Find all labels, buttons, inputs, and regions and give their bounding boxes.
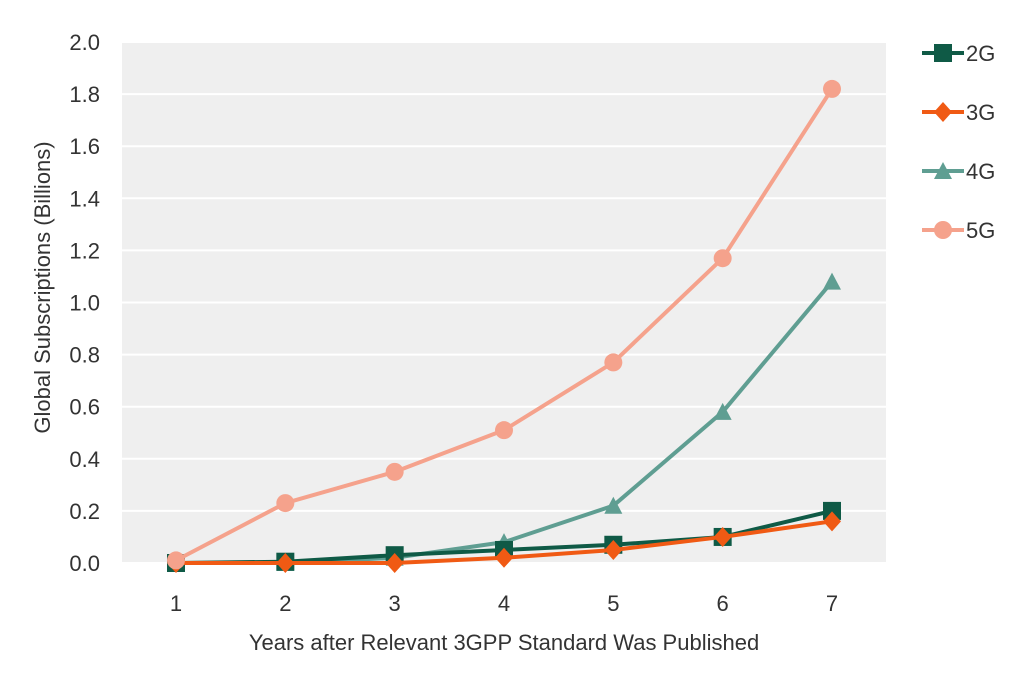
y-tick-label: 1.6	[69, 134, 100, 159]
data-point-2g	[823, 501, 841, 520]
data-point-4g	[604, 496, 623, 514]
legend-item-5g: 5G	[922, 218, 995, 243]
legend-marker	[934, 221, 952, 239]
legend-item-4g: 4G	[922, 159, 995, 184]
x-tick-label: 7	[826, 591, 838, 616]
legend-label: 3G	[966, 100, 995, 125]
x-tick-label: 2	[279, 591, 291, 616]
data-point-5g	[276, 494, 295, 513]
x-tick-label: 5	[607, 591, 619, 616]
y-tick-label: 0.4	[69, 447, 100, 472]
data-point-3g	[276, 553, 295, 573]
x-tick-label: 1	[170, 591, 182, 616]
y-tick-label: 1.2	[69, 238, 100, 263]
gridlines	[122, 41, 886, 564]
data-point-3g	[604, 539, 623, 560]
y-tick-label: 0.0	[69, 551, 100, 576]
data-point-5g	[823, 79, 841, 98]
legend-marker	[934, 44, 952, 62]
data-point-5g	[385, 462, 404, 481]
series-3g	[167, 511, 841, 573]
data-point-3g	[385, 553, 404, 573]
data-point-4g	[713, 402, 732, 420]
x-tick-label: 4	[498, 591, 510, 616]
data-point-3g	[713, 526, 732, 547]
legend-label: 5G	[966, 218, 995, 243]
data-point-4g	[823, 272, 841, 290]
x-axis-title: Years after Relevant 3GPP Standard Was P…	[249, 630, 759, 655]
legend-label: 2G	[966, 41, 995, 66]
legend-label: 4G	[966, 159, 995, 184]
y-tick-label: 1.0	[69, 291, 100, 316]
y-tick-label: 1.8	[69, 82, 100, 107]
data-point-3g	[495, 547, 513, 568]
data-point-5g	[713, 249, 732, 268]
y-tick-label: 1.4	[69, 186, 100, 211]
legend-marker	[934, 102, 952, 122]
x-tick-label: 3	[389, 591, 401, 616]
data-point-5g	[604, 353, 623, 372]
legend: 2G 3G 4G 5G	[922, 41, 995, 243]
x-tick-label: 6	[717, 591, 729, 616]
y-axis-ticks: 0.0 0.2 0.4 0.6 0.8 1.0 1.2 1.4 1.6 1.8 2.0	[69, 30, 100, 576]
y-axis-title: Global Subscriptions (Billions)	[30, 141, 55, 433]
legend-item-3g: 3G	[922, 100, 995, 125]
data-point-5g	[495, 421, 513, 440]
legend-marker	[934, 162, 952, 179]
y-tick-label: 0.6	[69, 395, 100, 420]
y-tick-label: 0.2	[69, 499, 100, 524]
y-tick-label: 0.8	[69, 343, 100, 368]
legend-item-2g: 2G	[922, 41, 995, 66]
x-axis-ticks: 1 2 3 4 5 6 7	[170, 591, 838, 616]
series-lines	[167, 79, 841, 573]
data-point-3g	[823, 511, 841, 532]
data-point-5g	[167, 551, 185, 570]
y-tick-label: 2.0	[69, 30, 100, 55]
series-5g	[167, 79, 841, 570]
